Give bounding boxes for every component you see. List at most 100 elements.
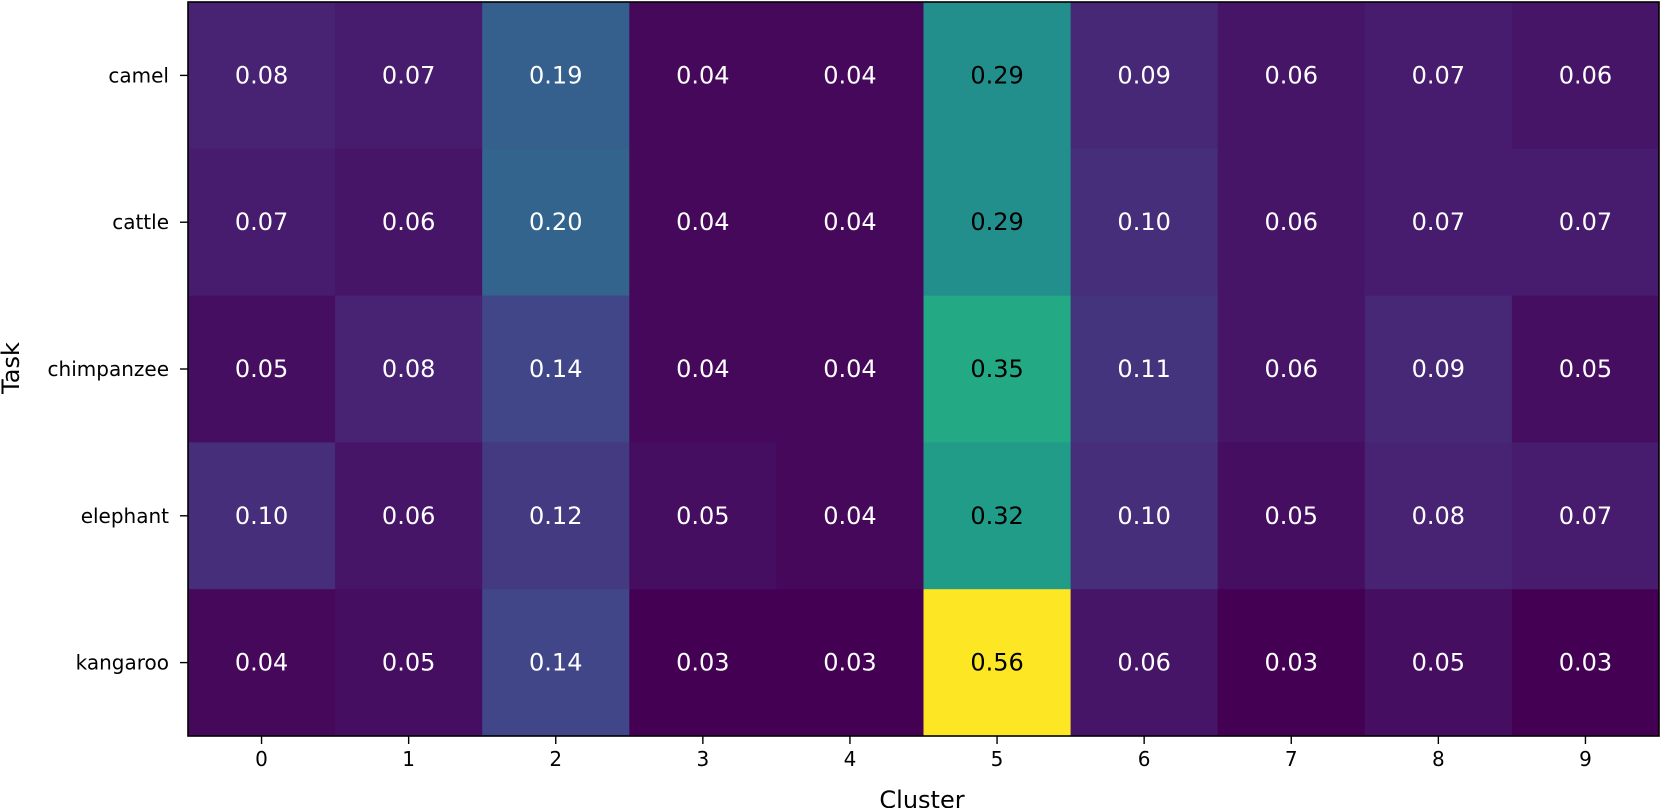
cell-value-label: 0.14 (529, 649, 582, 677)
heatmap-cell (188, 589, 336, 737)
x-tick-label: 5 (991, 747, 1004, 771)
heatmap-cell (1070, 442, 1219, 590)
cell-value-label: 0.04 (823, 208, 876, 236)
heatmap-cell (1364, 295, 1513, 443)
cell-value-label: 0.08 (235, 61, 288, 89)
x-tick-label: 1 (402, 747, 415, 771)
cell-value-label: 0.09 (1117, 61, 1170, 89)
heatmap-cell (923, 148, 1072, 297)
heatmap-cell (1070, 148, 1219, 297)
heatmap-cell (1070, 2, 1219, 150)
cell-value-label: 0.56 (970, 649, 1023, 677)
cell-value-label: 0.06 (1117, 649, 1170, 677)
cell-value-label: 0.08 (382, 355, 435, 383)
heatmap-cell (923, 442, 1072, 590)
cell-value-label: 0.03 (1265, 649, 1318, 677)
y-tick-label: elephant (81, 504, 169, 528)
cell-value-label: 0.05 (235, 355, 288, 383)
heatmap-cells (188, 2, 1660, 737)
cell-value-label: 0.06 (1265, 208, 1318, 236)
heatmap-cell (188, 295, 336, 443)
heatmap-cell (629, 2, 777, 150)
heatmap-cell (335, 295, 483, 443)
cell-value-label: 0.14 (529, 355, 582, 383)
cell-value-label: 0.04 (676, 355, 729, 383)
cell-value-label: 0.07 (1559, 208, 1612, 236)
heatmap-cell (1217, 2, 1366, 150)
heatmap-cell (1511, 148, 1660, 297)
heatmap-cell (1217, 148, 1366, 297)
cell-value-label: 0.10 (235, 502, 288, 530)
x-tick-label: 6 (1138, 747, 1151, 771)
heatmap-cell (1217, 295, 1366, 443)
heatmap-cell (923, 589, 1072, 737)
heatmap-cell (335, 589, 483, 737)
cell-value-label: 0.07 (1559, 502, 1612, 530)
heatmap-cell (1364, 589, 1513, 737)
cell-value-label: 0.29 (970, 61, 1023, 89)
cell-value-label: 0.05 (1559, 355, 1612, 383)
heatmap-cell (335, 2, 483, 150)
x-axis-ticks: 0 1 2 3 4 5 6 7 8 9 (255, 736, 1592, 771)
cell-value-label: 0.07 (1412, 61, 1465, 89)
x-tick-label: 7 (1285, 747, 1298, 771)
cell-value-label: 0.04 (235, 649, 288, 677)
cell-value-label: 0.07 (382, 61, 435, 89)
heatmap-cell (335, 148, 483, 297)
y-tick-label: cattle (112, 210, 169, 234)
heatmap-cell (1364, 2, 1513, 150)
heatmap-cell (188, 442, 336, 590)
x-tick-label: 0 (255, 747, 268, 771)
heatmap-cell (776, 442, 924, 590)
y-tick-label: kangaroo (76, 651, 169, 675)
cell-value-label: 0.04 (676, 61, 729, 89)
cell-value-label: 0.06 (382, 502, 435, 530)
cell-value-label: 0.20 (529, 208, 582, 236)
cell-value-label: 0.04 (823, 61, 876, 89)
cell-value-label: 0.05 (1265, 502, 1318, 530)
cell-value-label: 0.05 (676, 502, 729, 530)
heatmap-cell (482, 2, 630, 150)
x-tick-label: 9 (1579, 747, 1592, 771)
heatmap-cell (482, 148, 630, 297)
heatmap-cell (776, 2, 924, 150)
heatmap-cell (629, 148, 777, 297)
heatmap-cell (1364, 148, 1513, 297)
heatmap-cell (776, 295, 924, 443)
heatmap-cell (335, 442, 483, 590)
cell-value-label: 0.05 (1412, 649, 1465, 677)
x-tick-label: 2 (549, 747, 562, 771)
cell-value-label: 0.12 (529, 502, 582, 530)
heatmap-cell (629, 442, 777, 590)
heatmap-cell (1070, 295, 1219, 443)
cell-value-label: 0.05 (382, 649, 435, 677)
cell-value-label: 0.10 (1117, 208, 1170, 236)
heatmap-cell (482, 442, 630, 590)
y-axis-title: Task (0, 342, 25, 395)
x-tick-label: 8 (1432, 747, 1445, 771)
cell-value-label: 0.03 (823, 649, 876, 677)
heatmap-cell (1217, 442, 1366, 590)
heatmap-cell (776, 148, 924, 297)
heatmap-cell (923, 295, 1072, 443)
cell-value-label: 0.35 (970, 355, 1023, 383)
heatmap-cell (1070, 589, 1219, 737)
heatmap-cell (482, 589, 630, 737)
cell-value-label: 0.07 (1412, 208, 1465, 236)
y-tick-label: camel (108, 63, 169, 87)
heatmap-cell (629, 589, 777, 737)
cell-value-label: 0.06 (1265, 355, 1318, 383)
x-axis-title: Cluster (879, 786, 964, 808)
heatmap-cell (629, 295, 777, 443)
heatmap-cell (1217, 589, 1366, 737)
cell-value-label: 0.03 (1559, 649, 1612, 677)
x-tick-label: 3 (696, 747, 709, 771)
cell-value-label: 0.29 (970, 208, 1023, 236)
heatmap-cell (776, 589, 924, 737)
cell-value-label: 0.32 (970, 502, 1023, 530)
heatmap-cell (1511, 589, 1660, 737)
y-tick-label: chimpanzee (48, 357, 169, 381)
heatmap-cell (188, 2, 336, 150)
y-axis-ticks: camel cattle chimpanzee elephant kangaroo (48, 63, 188, 675)
